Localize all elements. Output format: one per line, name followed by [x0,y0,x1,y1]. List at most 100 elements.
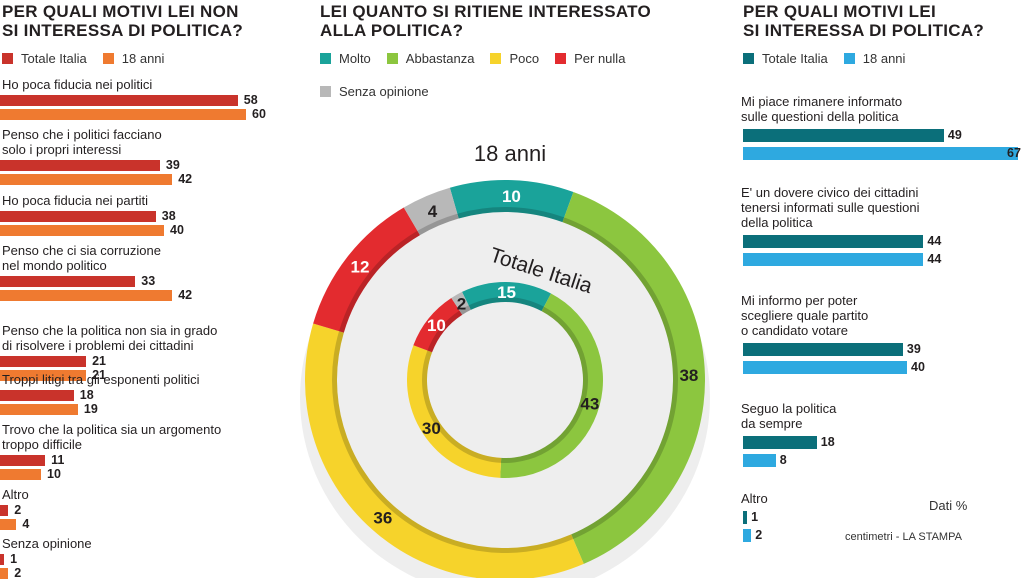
bar [0,469,41,480]
legend-label: 18 anni [863,51,906,66]
units-note: Dati % [929,498,967,513]
inner-ring-value-label: 43 [580,394,599,413]
bar-group: E' un dovere civico dei cittadini tenersi… [741,185,1024,266]
bar-group: Seguo la politica da sempre 18 8 [741,401,1024,467]
legend-label: Per nulla [574,51,625,66]
outer-ring-value-label: 12 [351,258,370,277]
bar-group: Senza opinione 1 2 [0,536,285,579]
bar-value-label: 4 [22,517,29,531]
inner-ring-value-label: 15 [497,283,516,302]
category-label: da sempre [741,416,1024,431]
left-legend: Totale Italia 18 anni [2,51,180,72]
bar-group: Mi informo per poter scegliere quale part… [741,293,1024,374]
outer-ring-value-label: 10 [502,187,521,206]
bar [743,147,1018,160]
bar [0,390,74,401]
middle-title-line2: ALLA POLITICA? [320,21,651,40]
bar-row: 10 [0,469,285,480]
legend-label: Totale Italia [762,51,828,66]
bar-value-label: 18 [80,388,94,402]
bar-value-label: 42 [178,172,192,186]
bar [0,211,156,222]
bar [743,454,776,467]
legend-swatch [320,53,331,64]
category-label: solo i propri interessi [0,142,285,157]
legend-swatch [555,53,566,64]
bar-value-label: 1 [10,552,17,566]
bar-value-label: 11 [51,453,64,467]
bar-value-label: 21 [92,354,106,368]
bar [0,276,135,287]
inner-ring-value-label: 10 [427,316,446,335]
outer-ring-label: 18 anni [474,141,546,166]
bar-value-label: 49 [948,128,962,142]
inner-ring-value-label: 2 [457,294,466,313]
bar-row: 39 [741,343,1024,356]
middle-title-line1: LEI QUANTO SI RITIENE INTERESSATO [320,2,651,21]
bar [0,554,4,565]
bar-row: 40 [741,361,1024,374]
bar-value-label: 33 [141,274,155,288]
bar-row: 39 [0,160,285,171]
bar-value-label: 39 [166,158,180,172]
bar [743,253,923,266]
bar [0,568,8,579]
category-label: Trovo che la politica sia un argomento [0,422,285,437]
right-title-line2: SI INTERESSA DI POLITICA? [743,21,984,40]
category-label: Mi piace rimanere informato [741,94,1024,109]
bar-row: 18 [741,436,1024,449]
legend-item-poco: Poco [490,51,539,66]
bar-row: 40 [0,225,285,236]
outer-ring-value-label: 4 [428,202,438,221]
bar-group: Altro 2 4 [0,487,285,530]
category-label: Penso che i politici facciano [0,127,285,142]
bar [0,225,164,236]
bar-row: 49 [741,129,1024,142]
left-title-line2: SI INTERESSA DI POLITICA? [2,21,243,40]
right-legend: Totale Italia 18 anni [743,51,921,72]
bar-value-label: 19 [84,402,98,416]
bar [0,519,16,530]
legend-item-18-anni: 18 anni [103,51,165,66]
bar-value-label: 40 [170,223,184,237]
category-label: di risolvere i problemi dei cittadini [0,338,285,353]
category-label: della politica [741,215,1024,230]
bar-row: 19 [0,404,285,415]
legend-item-totale-italia: Totale Italia [2,51,87,66]
bar-row: 2 [0,505,285,516]
donut-chart: 10 38 36 12 4 15 43 30 10 2 18 anni Totale Italia [280,90,730,578]
category-label: scegliere quale partito [741,308,1024,323]
bar [743,343,903,356]
legend-swatch [387,53,398,64]
bar-row: 8 [741,454,1024,467]
bar [743,235,923,248]
category-label: sulle questioni della politica [741,109,1024,124]
bar-row: 2 [0,568,285,579]
legend-item-per-nulla: Per nulla [555,51,625,66]
bar [743,361,907,374]
category-label: Altro [0,487,285,502]
category-label: Seguo la politica [741,401,1024,416]
bar-row: 42 [0,174,285,185]
bar-value-label: 18 [821,435,835,449]
legend-swatch [2,53,13,64]
bar-group: Troppi litigi tra gli esponenti politici… [0,372,285,415]
bar-row: 11 [0,455,285,466]
category-label: Senza opinione [0,536,285,551]
legend-swatch [844,53,855,64]
category-label: Altro [741,491,1024,506]
bar-value-label: 2 [14,503,21,517]
legend-swatch [743,53,754,64]
category-label: E' un dovere civico dei cittadini [741,185,1024,200]
bar-row: 58 [0,95,285,106]
bar-group: Penso che i politici facciano solo i prop… [0,127,285,185]
category-label: Troppi litigi tra gli esponenti politici [0,372,285,387]
category-label: Ho poca fiducia nei politici [0,77,285,92]
bar-row: 42 [0,290,285,301]
legend-label: Abbastanza [406,51,475,66]
bar-group: Penso che ci sia corruzione nel mondo pol… [0,243,285,301]
bar [743,511,747,524]
bar [0,174,172,185]
bar [743,129,944,142]
left-title-line1: PER QUALI MOTIVI LEI NON [2,2,243,21]
